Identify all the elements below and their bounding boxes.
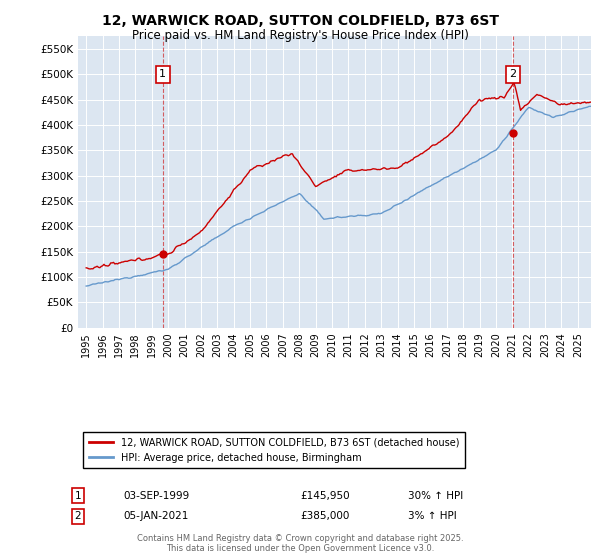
- Text: Contains HM Land Registry data © Crown copyright and database right 2025.
This d: Contains HM Land Registry data © Crown c…: [137, 534, 463, 553]
- Legend: 12, WARWICK ROAD, SUTTON COLDFIELD, B73 6ST (detached house), HPI: Average price: 12, WARWICK ROAD, SUTTON COLDFIELD, B73 …: [83, 432, 465, 468]
- Text: 3% ↑ HPI: 3% ↑ HPI: [408, 511, 457, 521]
- Text: £385,000: £385,000: [300, 511, 349, 521]
- Text: £145,950: £145,950: [300, 491, 350, 501]
- Text: 1: 1: [159, 69, 166, 80]
- Text: 1: 1: [74, 491, 82, 501]
- Text: Price paid vs. HM Land Registry's House Price Index (HPI): Price paid vs. HM Land Registry's House …: [131, 29, 469, 42]
- Text: 05-JAN-2021: 05-JAN-2021: [123, 511, 188, 521]
- Text: 30% ↑ HPI: 30% ↑ HPI: [408, 491, 463, 501]
- Text: 12, WARWICK ROAD, SUTTON COLDFIELD, B73 6ST: 12, WARWICK ROAD, SUTTON COLDFIELD, B73 …: [101, 14, 499, 28]
- Text: 2: 2: [509, 69, 516, 80]
- Text: 2: 2: [74, 511, 82, 521]
- Text: 03-SEP-1999: 03-SEP-1999: [123, 491, 189, 501]
